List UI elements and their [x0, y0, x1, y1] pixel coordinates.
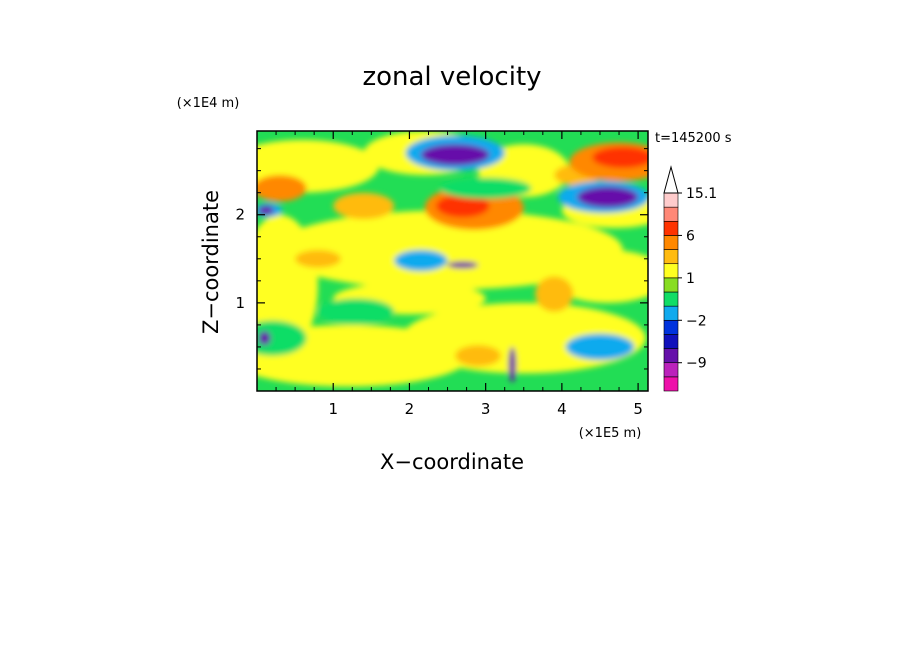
contour-region [447, 261, 479, 269]
contour-region [420, 144, 490, 166]
contour-region [394, 249, 448, 272]
colorbar-segment [663, 319, 679, 335]
colorbar-label: 1 [686, 271, 695, 287]
y-axis-ticks: 12 [235, 148, 648, 370]
colorbar-label: −2 [686, 313, 707, 329]
colorbar-segment [663, 192, 679, 208]
contour-region [333, 192, 395, 220]
y-tick-label: 1 [235, 294, 245, 312]
y-unit-label: (×1E4 m) [177, 96, 240, 111]
x-axis-ticks: 1 2 3 4 5 [275, 131, 643, 418]
colorbar-segment [663, 235, 679, 250]
x-unit-label: (×1E5 m) [579, 426, 642, 441]
x-axis-label: X−coordinate [380, 450, 524, 474]
colorbar-segment [663, 348, 679, 364]
contour-region [257, 175, 307, 202]
colorbar: 15.1 6 1 −2 −9 [663, 165, 717, 392]
plot-area [257, 131, 648, 391]
contour-region [295, 249, 341, 268]
colorbar-segment [663, 263, 679, 279]
plot-frame [256, 130, 649, 392]
colorbar-segment [663, 334, 679, 349]
contour-region [455, 345, 501, 367]
colorbar-segment [663, 291, 679, 307]
contour-region [508, 346, 517, 383]
colorbar-segment [663, 362, 679, 378]
colorbar-segment [663, 249, 679, 265]
contour-region [439, 177, 532, 199]
x-tick-label: 2 [405, 400, 415, 418]
contour-region [592, 146, 648, 169]
chart-title: zonal velocity [362, 62, 541, 92]
x-tick-label: 5 [633, 400, 643, 418]
colorbar-segment [663, 277, 679, 293]
colorbar-segment [663, 376, 679, 392]
contour-region [258, 205, 274, 215]
time-label: t=145200 s [655, 131, 732, 146]
contour-region [317, 298, 395, 325]
contour-region [257, 214, 318, 356]
x-tick-label: 1 [328, 400, 338, 418]
contour-region [436, 194, 490, 218]
contour-region [565, 333, 635, 361]
colorbar-label: 15.1 [686, 186, 717, 202]
colorbar-label: 6 [686, 228, 695, 244]
contour-region [577, 186, 639, 208]
colorbar-segment [663, 206, 679, 222]
y-tick-label: 2 [235, 206, 245, 224]
colorbar-segment [663, 220, 679, 236]
colorbar-segment [663, 305, 679, 321]
x-tick-label: 3 [481, 400, 491, 418]
x-tick-label: 4 [557, 400, 567, 418]
contour-region [535, 276, 574, 312]
colorbar-extend-arrow [663, 165, 679, 194]
contour-region [257, 320, 307, 356]
contour-region [272, 210, 623, 290]
contour-region [258, 331, 271, 346]
y-axis-label: Z−coordinate [199, 190, 223, 334]
colorbar-label: −9 [686, 356, 707, 372]
